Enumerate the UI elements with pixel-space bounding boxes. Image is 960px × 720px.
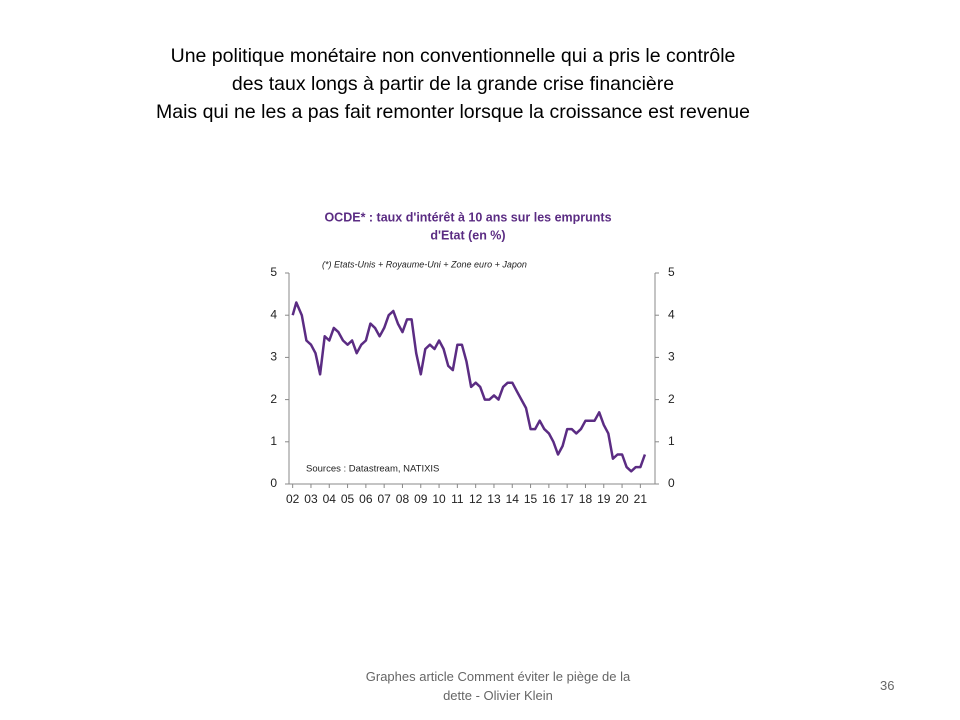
y2-tick-label: 0 bbox=[668, 476, 675, 490]
chart-subtitle: (*) Etats-Unis + Royaume-Uni + Zone euro… bbox=[322, 259, 527, 269]
chart-title: d'Etat (en %) bbox=[430, 228, 505, 242]
x-tick-label: 16 bbox=[542, 492, 556, 506]
y-tick-label: 3 bbox=[270, 350, 277, 364]
x-tick-label: 03 bbox=[304, 492, 318, 506]
title-line: Mais qui ne les a pas fait remonter lors… bbox=[156, 101, 750, 123]
x-tick-label: 21 bbox=[634, 492, 648, 506]
page-number: 36 bbox=[880, 678, 895, 693]
x-tick-label: 08 bbox=[396, 492, 410, 506]
y2-tick-label: 4 bbox=[668, 307, 675, 321]
chart-source: Sources : Datastream, NATIXIS bbox=[306, 464, 439, 475]
x-tick-label: 09 bbox=[414, 492, 428, 506]
x-tick-label: 12 bbox=[469, 492, 483, 506]
y2-tick-label: 2 bbox=[668, 392, 675, 406]
x-tick-label: 07 bbox=[377, 492, 391, 506]
y2-tick-label: 1 bbox=[668, 434, 675, 448]
y-tick-label: 4 bbox=[270, 307, 277, 321]
y-tick-label: 2 bbox=[270, 392, 277, 406]
title-line: Une politique monétaire non conventionne… bbox=[170, 45, 736, 67]
x-tick-label: 06 bbox=[359, 492, 373, 506]
slide-title: Une politique monétaire non conventionne… bbox=[80, 42, 826, 126]
x-tick-label: 18 bbox=[579, 492, 593, 506]
y2-tick-label: 3 bbox=[668, 350, 675, 364]
chart-title: OCDE* : taux d'intérêt à 10 ans sur les … bbox=[324, 210, 611, 224]
footer: Graphes article Comment éviter le piège … bbox=[340, 667, 656, 705]
x-tick-label: 02 bbox=[286, 492, 300, 506]
x-tick-label: 19 bbox=[597, 492, 611, 506]
x-tick-label: 04 bbox=[323, 492, 337, 506]
x-tick-label: 17 bbox=[560, 492, 574, 506]
x-tick-label: 14 bbox=[506, 492, 520, 506]
data-line bbox=[291, 301, 647, 473]
footer-line: Graphes article Comment éviter le piège … bbox=[365, 669, 631, 684]
footer-line: dette - Olivier Klein bbox=[443, 688, 553, 703]
y-tick-label: 0 bbox=[270, 476, 277, 490]
y-tick-label: 5 bbox=[270, 265, 277, 279]
x-tick-label: 10 bbox=[432, 492, 446, 506]
x-tick-label: 11 bbox=[451, 492, 464, 506]
title-line: des taux longs à partir de la grande cri… bbox=[231, 73, 675, 95]
x-tick-label: 20 bbox=[615, 492, 629, 506]
y-tick-label: 1 bbox=[270, 434, 277, 448]
x-tick-label: 05 bbox=[341, 492, 355, 506]
x-tick-label: 15 bbox=[524, 492, 538, 506]
y2-tick-label: 5 bbox=[668, 265, 675, 279]
x-tick-label: 13 bbox=[487, 492, 501, 506]
